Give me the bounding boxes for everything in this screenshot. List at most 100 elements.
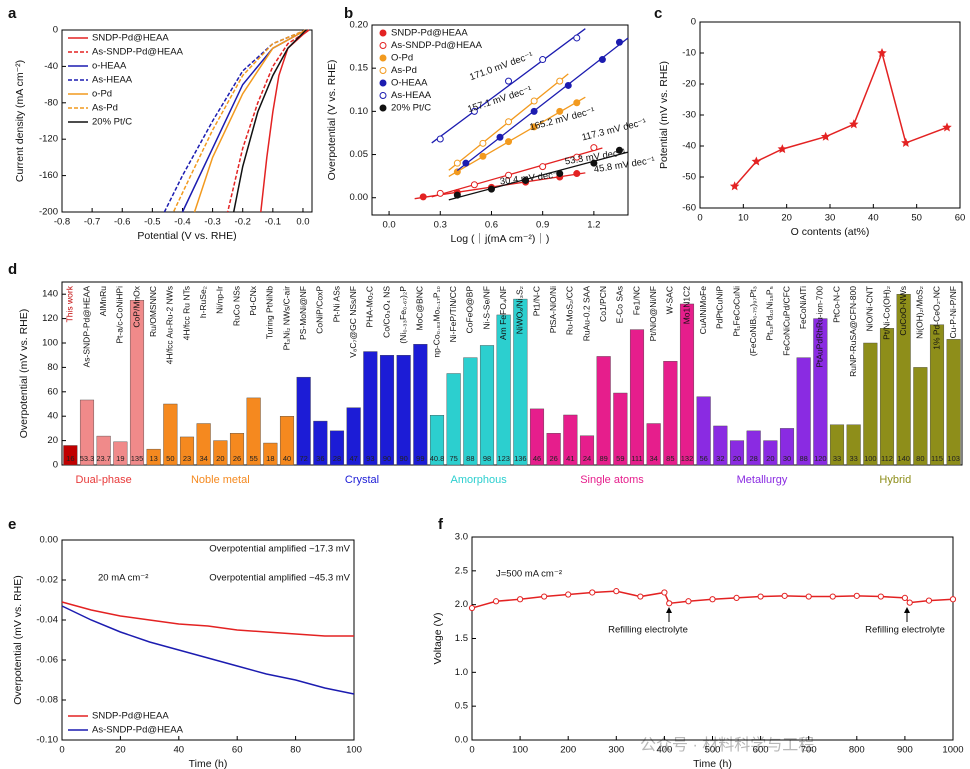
fit-line [431,28,586,144]
category-label: h-RuSe₂ [198,286,208,318]
point [615,146,623,154]
y-axis-title: Current density (mA cm⁻²) [14,60,26,182]
x-tick-label: 100 [512,745,528,756]
point [573,170,581,178]
plot-frame [61,29,313,213]
marker [829,593,836,600]
legend-label: o-Pd [92,89,112,100]
plot-frame [61,539,355,741]
bar-value-label: 40 [283,454,291,463]
category-label: Pt-a/c-CoNiHPi [115,286,125,344]
x-tick-label: 200 [560,745,576,756]
x-tick-label: -0.6 [114,217,130,228]
y-axis-title: Overpotential (mV vs. RHE) [18,309,30,439]
bar-value-label: 75 [449,454,457,463]
category-label: E-Co SAs [615,286,625,323]
annotation: Refilling electrolyte [608,625,688,636]
x-tick-label: -0.7 [84,217,100,228]
marker [637,593,644,600]
bar [896,294,911,466]
bar-value-label: 100 [864,454,877,463]
category-label: AlMnRu [98,286,108,317]
point [496,133,504,141]
y-tick-label: 3.0 [455,532,468,543]
bar [129,300,145,466]
x-tick-label: 0 [59,745,64,756]
bar [946,339,961,466]
plot-frame [61,281,963,466]
bar-value-label: 120 [814,454,827,463]
legend-swatch [379,104,387,112]
bar-value-label: 112 [881,454,893,463]
category-label: PS-MoNi@NF [298,286,308,340]
y-axis-title: Potential (mV vs. RHE) [658,61,670,169]
bar [96,435,111,466]
bar-value-label: 53.3 [80,454,95,463]
annotation: Overpotential amplified ~45.3 mV [209,573,350,584]
y-tick-label: 0.0 [455,735,468,746]
point [436,135,444,143]
x-tick-label: 600 [753,745,769,756]
bar [513,298,528,466]
bar-value-label: 28 [749,454,757,463]
bar [713,425,728,466]
series-line [163,29,307,213]
legend-label: 20% Pt/C [391,103,431,114]
bar-value-label: 18 [266,454,274,463]
point [530,123,538,131]
series-line [193,29,307,213]
marker [820,131,831,141]
y-tick-label: 60 [47,386,58,397]
bar [163,403,178,466]
category-label: PtAuPdRhRu-ion-700 [815,286,825,368]
y-tick-label: -200 [39,207,58,218]
bar-value-label: 93 [366,454,374,463]
legend-swatch [379,54,387,62]
marker [757,593,764,600]
x-tick-label: 900 [897,745,913,756]
x-axis-title: Time (h) [693,758,732,769]
x-tick-label: 1.2 [587,220,600,231]
bar [313,420,328,466]
legend-label: SNDP-Pd@HEAA [391,28,468,39]
category-label: FeCoNiCuPd/CFC [781,286,791,356]
category-label: RuCo NSs [231,286,241,326]
bar [579,435,595,466]
y-axis-title: Voltage (V) [432,613,444,665]
point [479,139,487,147]
point [556,107,564,115]
bar [213,440,228,466]
marker [751,156,762,166]
point [505,77,513,85]
bar-value-label: 41 [566,454,574,463]
annotation: 117.3 mV dec⁻¹ [581,117,648,144]
bar [863,342,878,466]
x-tick-label: -0.2 [235,217,251,228]
bar [529,408,545,466]
legend-label: As-HEAA [391,90,432,101]
bar-value-label: 88 [466,454,474,463]
category-label: Am FeFO₄/NF [498,286,508,340]
legend-label: O-Pd [391,53,413,64]
category-label: (FeCoNiB₀.₇₅)₉₇Pt₃ [748,286,758,356]
x-tick-label: 60 [232,745,243,756]
marker [468,604,476,612]
bar-value-label: 47 [349,454,357,463]
y-tick-label: -10 [682,48,696,59]
y-axis-title: Overpotential (V vs. RHE) [326,60,338,181]
category-label: CoFeO@BP [465,286,475,334]
y-tick-label: 0.00 [350,192,369,203]
x-tick-label: -0.8 [54,217,70,228]
category-label: FeCoNiAlTi [798,286,808,329]
x-tick-label: 0.9 [536,220,549,231]
point [539,163,547,171]
y-tick-label: -60 [682,203,696,214]
category-label: Turing PtNiNb [265,286,275,339]
point [598,56,606,64]
point [453,191,461,199]
bar-value-label: 33 [833,454,841,463]
x-axis-title: Log (｜j(mA cm⁻²)｜) [451,232,550,245]
marker [781,592,788,599]
bar-value-label: 140 [897,454,910,463]
